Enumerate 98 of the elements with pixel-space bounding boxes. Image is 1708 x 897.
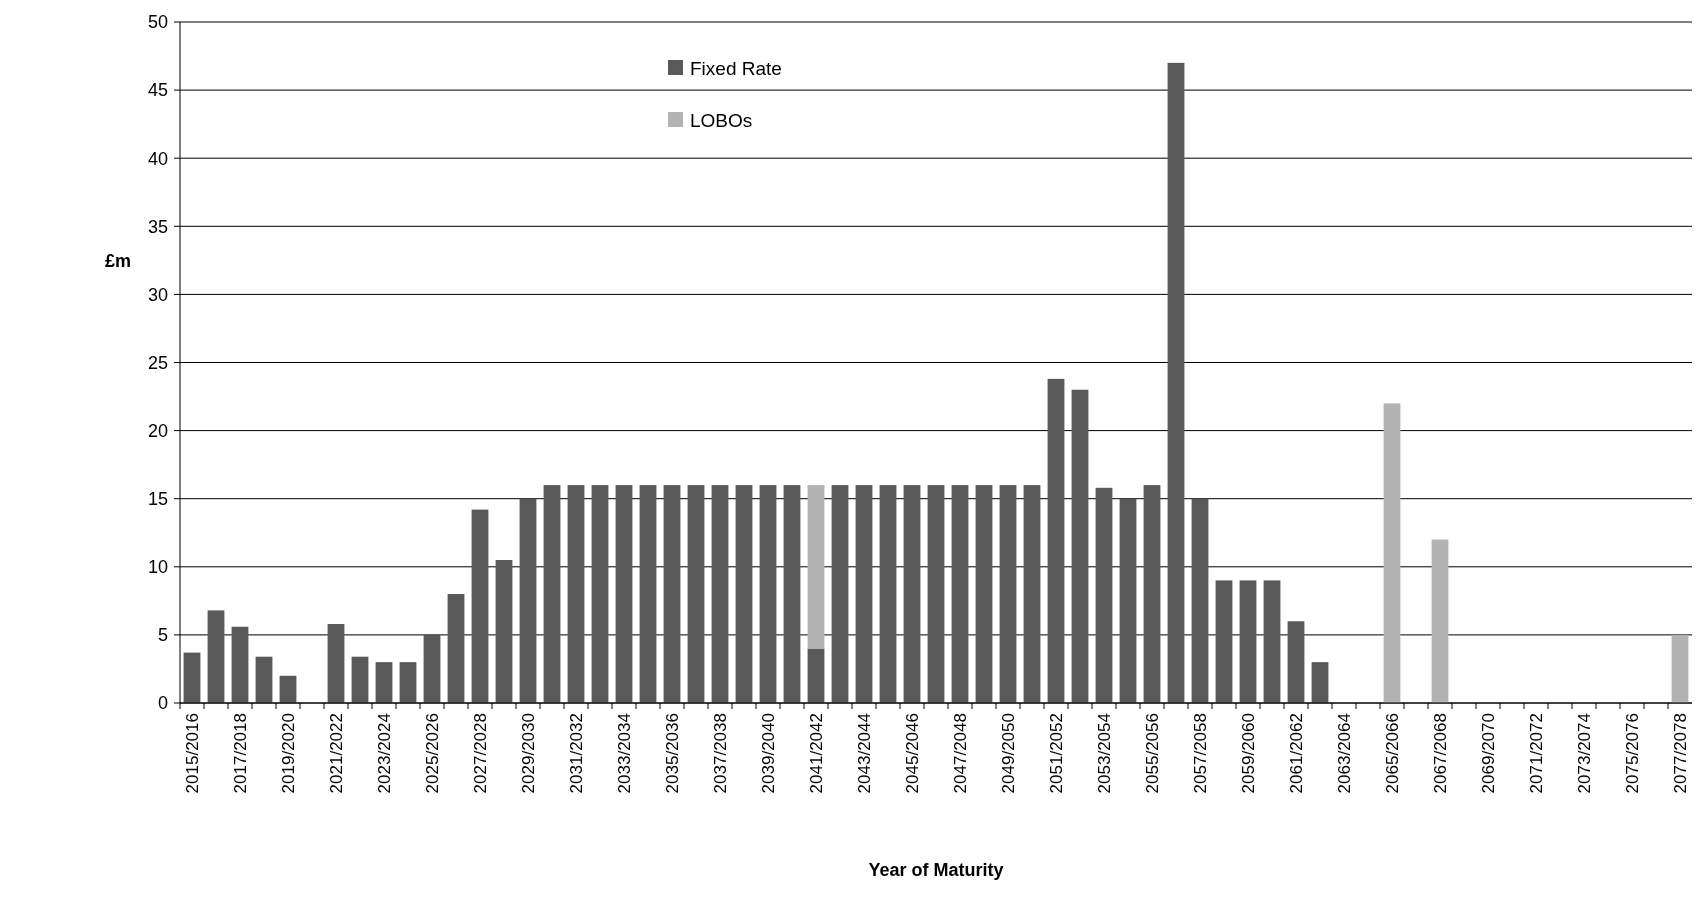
x-tick-label: 2051/2052 (1046, 713, 1066, 794)
x-tick-label: 2037/2038 (710, 713, 730, 794)
x-tick-label: 2031/2032 (566, 713, 586, 794)
bar (1263, 580, 1281, 703)
bar (279, 675, 297, 703)
y-tick-label: 35 (147, 216, 168, 237)
y-tick-label: 10 (147, 557, 168, 578)
bar (1071, 389, 1089, 703)
bar (975, 485, 993, 703)
bar (399, 662, 417, 703)
bar (903, 485, 921, 703)
bar (1095, 487, 1113, 703)
bar (1215, 580, 1233, 703)
bar (183, 652, 201, 703)
bar (1143, 485, 1161, 703)
y-tick-label: 5 (157, 625, 168, 646)
bar (207, 610, 225, 703)
x-tick-label: 2047/2048 (950, 713, 970, 794)
x-tick-label: 2071/2072 (1526, 713, 1546, 794)
x-axis-title: Year of Maturity (868, 860, 1004, 880)
x-tick-label: 2027/2028 (470, 713, 490, 794)
bar (1671, 634, 1689, 703)
y-tick-label: 20 (147, 420, 168, 441)
bar (231, 626, 249, 703)
bar (951, 485, 969, 703)
legend-label: LOBOs (690, 109, 753, 131)
bar (711, 485, 729, 703)
bar (1287, 621, 1305, 703)
x-tick-label: 2043/2044 (854, 713, 874, 794)
y-tick-label: 50 (147, 12, 168, 33)
bar (783, 485, 801, 703)
x-tick-label: 2065/2066 (1382, 713, 1402, 794)
bar (807, 485, 825, 649)
x-tick-label: 2061/2062 (1286, 713, 1306, 794)
bar (807, 648, 825, 703)
bar (1431, 539, 1449, 703)
bar (1047, 378, 1065, 703)
x-tick-label: 2035/2036 (662, 713, 682, 794)
bar (327, 624, 345, 703)
x-tick-label: 2069/2070 (1478, 713, 1498, 794)
bar (759, 485, 777, 703)
bar (519, 498, 537, 703)
x-tick-label: 2023/2024 (374, 713, 394, 794)
bar (543, 485, 561, 703)
y-tick-label: 15 (147, 489, 168, 509)
bar (255, 656, 273, 703)
bar (927, 485, 945, 703)
bar (1311, 662, 1329, 703)
y-tick-label: 25 (147, 352, 168, 373)
x-tick-label: 2063/2064 (1334, 713, 1354, 794)
x-tick-label: 2073/2074 (1574, 713, 1594, 794)
bar (375, 662, 393, 703)
x-tick-label: 2067/2068 (1430, 713, 1450, 794)
bar (1023, 485, 1041, 703)
bar (1383, 403, 1401, 703)
x-tick-label: 2033/2034 (614, 713, 634, 794)
x-tick-label: 2075/2076 (1622, 713, 1642, 794)
bar (735, 485, 753, 703)
x-tick-label: 2077/2078 (1670, 713, 1690, 794)
y-tick-label: 40 (147, 148, 168, 169)
x-tick-label: 2021/2022 (326, 713, 346, 794)
bar (1239, 580, 1257, 703)
x-tick-label: 2049/2050 (998, 713, 1018, 794)
y-tick-label: 30 (147, 284, 168, 305)
bar (687, 485, 705, 703)
bar (471, 509, 489, 703)
x-tick-label: 2055/2056 (1142, 713, 1162, 794)
bar (855, 485, 873, 703)
x-tick-label: 2017/2018 (230, 713, 250, 794)
x-tick-label: 2019/2020 (278, 713, 298, 794)
x-tick-label: 2045/2046 (902, 713, 922, 794)
bar (615, 485, 633, 703)
x-tick-label: 2059/2060 (1238, 713, 1258, 794)
bar (639, 485, 657, 703)
x-tick-label: 2057/2058 (1190, 713, 1210, 794)
bar (879, 485, 897, 703)
legend-label: Fixed Rate (690, 57, 782, 79)
bar (423, 634, 441, 703)
bar (1119, 498, 1137, 703)
y-tick-label: 45 (147, 80, 168, 101)
bar (495, 559, 513, 703)
bar (591, 485, 609, 703)
x-tick-label: 2015/2016 (182, 713, 202, 794)
bar (831, 485, 849, 703)
x-tick-label: 2053/2054 (1094, 713, 1114, 794)
bar (1167, 62, 1185, 703)
x-tick-label: 2039/2040 (758, 713, 778, 794)
x-tick-label: 2041/2042 (806, 713, 826, 794)
y-tick-label: 0 (157, 693, 168, 714)
x-tick-label: 2025/2026 (422, 713, 442, 794)
y-axis-title: £m (104, 251, 132, 272)
x-tick-label: 2029/2030 (518, 713, 538, 794)
bar (567, 485, 585, 703)
bar (351, 656, 369, 703)
bar (663, 485, 681, 703)
bar (999, 485, 1017, 703)
bar (447, 594, 465, 703)
bar (1191, 498, 1209, 703)
